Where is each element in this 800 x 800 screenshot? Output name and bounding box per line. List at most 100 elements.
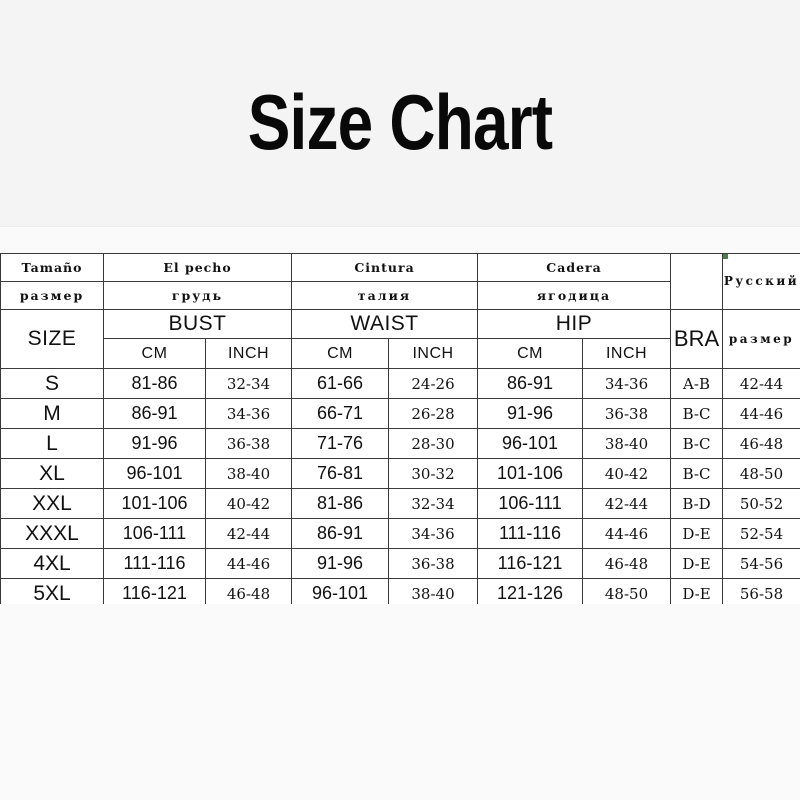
cell-waist-cm: 96-101 <box>291 578 390 609</box>
header-waist-en: WAIST <box>291 309 479 339</box>
header-size-ru: размер <box>0 281 104 310</box>
page-title: Size Chart <box>247 78 553 166</box>
cell-bust-inch: 38-40 <box>204 458 293 489</box>
cell-hip-cm: 86-91 <box>477 368 584 399</box>
cell-hip-cm: 116-121 <box>477 548 584 579</box>
cell-waist-cm: 86-91 <box>291 518 390 549</box>
cell-waist-cm: 71-76 <box>291 428 390 459</box>
cell-ru-size: 42-44 <box>722 368 800 399</box>
header-russian-label: Русский <box>722 253 800 310</box>
cell-ru-size: 44-46 <box>722 398 800 429</box>
cell-hip-inch: 38-40 <box>582 428 672 459</box>
cell-size: XL <box>0 458 104 489</box>
header-size-es: Tamaño <box>0 253 104 282</box>
cell-size: 5XL <box>0 578 104 609</box>
cell-bust-cm: 101-106 <box>103 488 206 519</box>
cell-ru-size: 46-48 <box>722 428 800 459</box>
cell-bust-cm: 91-96 <box>103 428 206 459</box>
table-row: 4XL 111-116 44-46 91-96 36-38 116-121 46… <box>0 548 800 579</box>
cell-bust-cm: 106-111 <box>103 518 206 549</box>
cell-bust-inch: 46-48 <box>204 578 293 609</box>
cell-bra: B-C <box>670 428 724 459</box>
cell-hip-cm: 96-101 <box>477 428 584 459</box>
cell-bra: D-E <box>670 578 724 609</box>
header-row-russian: размер грудь талия ягодица <box>0 281 800 310</box>
cell-bust-inch: 42-44 <box>204 518 293 549</box>
header-hip-en: HIP <box>477 309 672 339</box>
cell-bust-inch: 36-38 <box>204 428 293 459</box>
header-bust-inch: INCH <box>204 338 293 369</box>
cell-bust-inch: 40-42 <box>204 488 293 519</box>
header-hip-es: Cadera <box>477 253 672 282</box>
size-chart-table-wrapper: Tamaño El pecho Cintura Cadera Русский р… <box>0 253 800 609</box>
cell-hip-cm: 101-106 <box>477 458 584 489</box>
cell-waist-cm: 66-71 <box>291 398 390 429</box>
header-waist-cm: CM <box>291 338 390 369</box>
cell-hip-inch: 40-42 <box>582 458 672 489</box>
header-row-english: SIZE BUST WAIST HIP BRA размер <box>0 309 800 369</box>
cell-bra: B-D <box>670 488 724 519</box>
cell-waist-inch: 28-30 <box>388 428 479 459</box>
table-row: XL 96-101 38-40 76-81 30-32 101-106 40-4… <box>0 458 800 489</box>
cell-size: M <box>0 398 104 429</box>
cell-bust-inch: 32-34 <box>204 368 293 399</box>
cell-waist-cm: 61-66 <box>291 368 390 399</box>
cell-waist-inch: 38-40 <box>388 578 479 609</box>
header-ru-size: размер <box>722 309 800 369</box>
cell-size: L <box>0 428 104 459</box>
cell-hip-cm: 111-116 <box>477 518 584 549</box>
cell-bust-cm: 86-91 <box>103 398 206 429</box>
header-hip-inch: INCH <box>582 338 672 369</box>
cell-bra: B-C <box>670 398 724 429</box>
cell-size: XXL <box>0 488 104 519</box>
cell-waist-cm: 91-96 <box>291 548 390 579</box>
top-banner <box>0 0 800 227</box>
corner-artifact-icon <box>723 254 729 259</box>
header-bust-es: El pecho <box>102 253 293 282</box>
header-bust-en: BUST <box>102 309 293 339</box>
cell-hip-inch: 44-46 <box>582 518 672 549</box>
cell-size: S <box>0 368 104 399</box>
cell-bra: B-C <box>670 458 724 489</box>
cell-bra: D-E <box>670 548 724 579</box>
header-bust-cm: CM <box>103 338 206 369</box>
table-row: M 86-91 34-36 66-71 26-28 91-96 36-38 B-… <box>0 398 800 429</box>
cell-hip-inch: 48-50 <box>582 578 672 609</box>
header-hip-cm: CM <box>477 338 584 369</box>
header-waist-ru: талия <box>291 281 479 310</box>
cell-bust-cm: 111-116 <box>103 548 206 579</box>
cell-bra: D-E <box>670 518 724 549</box>
cell-waist-inch: 32-34 <box>388 488 479 519</box>
banner-gap <box>0 227 800 253</box>
header-bra-en: BRA <box>670 309 724 369</box>
cell-waist-cm: 76-81 <box>291 458 390 489</box>
cell-hip-inch: 34-36 <box>582 368 672 399</box>
header-row-units: CM INCH CM INCH CM INCH <box>1 338 800 369</box>
header-hip-ru: ягодица <box>477 281 672 310</box>
table-row: 5XL 116-121 46-48 96-101 38-40 121-126 4… <box>0 578 800 609</box>
table-row: S 81-86 32-34 61-66 24-26 86-91 34-36 A-… <box>0 368 800 399</box>
cell-bust-inch: 44-46 <box>204 548 293 579</box>
header-russian-label-text: Русский <box>723 274 800 288</box>
cell-ru-size: 50-52 <box>722 488 800 519</box>
cell-bust-cm: 96-101 <box>103 458 206 489</box>
cell-bust-cm: 81-86 <box>103 368 206 399</box>
header-bust-ru: грудь <box>102 281 293 310</box>
size-chart-table: Tamaño El pecho Cintura Cadera Русский р… <box>0 253 800 609</box>
cell-ru-size: 54-56 <box>722 548 800 579</box>
cell-bust-inch: 34-36 <box>204 398 293 429</box>
header-waist-es: Cintura <box>291 253 479 282</box>
cell-waist-cm: 81-86 <box>291 488 390 519</box>
cell-size: 4XL <box>0 548 104 579</box>
header-waist-inch: INCH <box>388 338 479 369</box>
cell-waist-inch: 24-26 <box>388 368 479 399</box>
cell-hip-cm: 91-96 <box>477 398 584 429</box>
cell-hip-inch: 42-44 <box>582 488 672 519</box>
cell-waist-inch: 34-36 <box>388 518 479 549</box>
cell-waist-inch: 30-32 <box>388 458 479 489</box>
cell-ru-size: 48-50 <box>722 458 800 489</box>
header-bra-blank <box>670 253 724 310</box>
cell-size: XXXL <box>0 518 104 549</box>
header-size-en: SIZE <box>0 309 104 369</box>
cell-hip-inch: 36-38 <box>582 398 672 429</box>
